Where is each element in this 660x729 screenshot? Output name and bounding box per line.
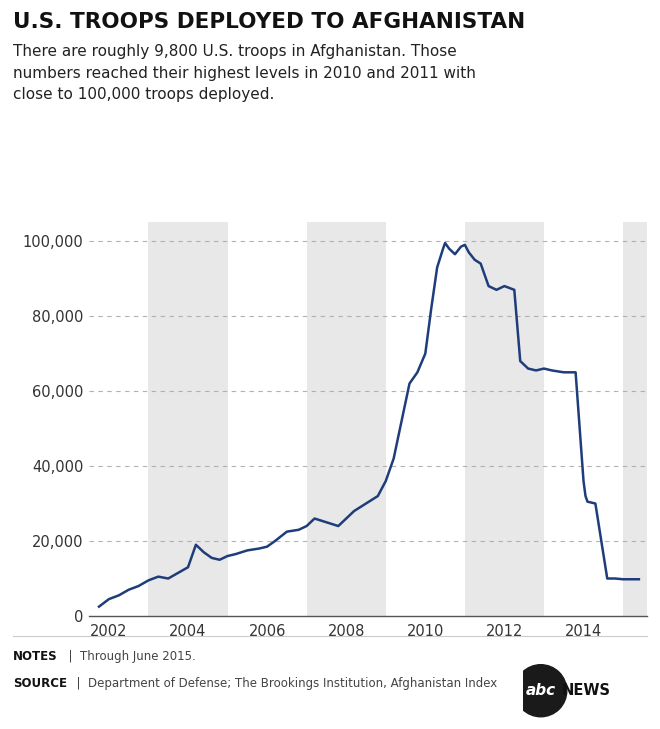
Text: abc: abc <box>526 683 556 698</box>
Text: |  Department of Defense; The Brookings Institution, Afghanistan Index: | Department of Defense; The Brookings I… <box>69 677 498 690</box>
Text: |  Through June 2015.: | Through June 2015. <box>61 650 195 663</box>
Text: U.S. TROOPS DEPLOYED TO AFGHANISTAN: U.S. TROOPS DEPLOYED TO AFGHANISTAN <box>13 12 525 31</box>
Circle shape <box>515 665 567 717</box>
Text: SOURCE: SOURCE <box>13 677 67 690</box>
Text: NEWS: NEWS <box>562 683 611 698</box>
Text: numbers reached their highest levels in 2010 and 2011 with: numbers reached their highest levels in … <box>13 66 476 81</box>
Bar <box>465 222 544 616</box>
Bar <box>307 222 385 616</box>
Text: close to 100,000 troops deployed.: close to 100,000 troops deployed. <box>13 87 275 103</box>
Text: There are roughly 9,800 U.S. troops in Afghanistan. Those: There are roughly 9,800 U.S. troops in A… <box>13 44 457 59</box>
Bar <box>623 222 647 616</box>
Bar <box>148 222 228 616</box>
Text: NOTES: NOTES <box>13 650 58 663</box>
